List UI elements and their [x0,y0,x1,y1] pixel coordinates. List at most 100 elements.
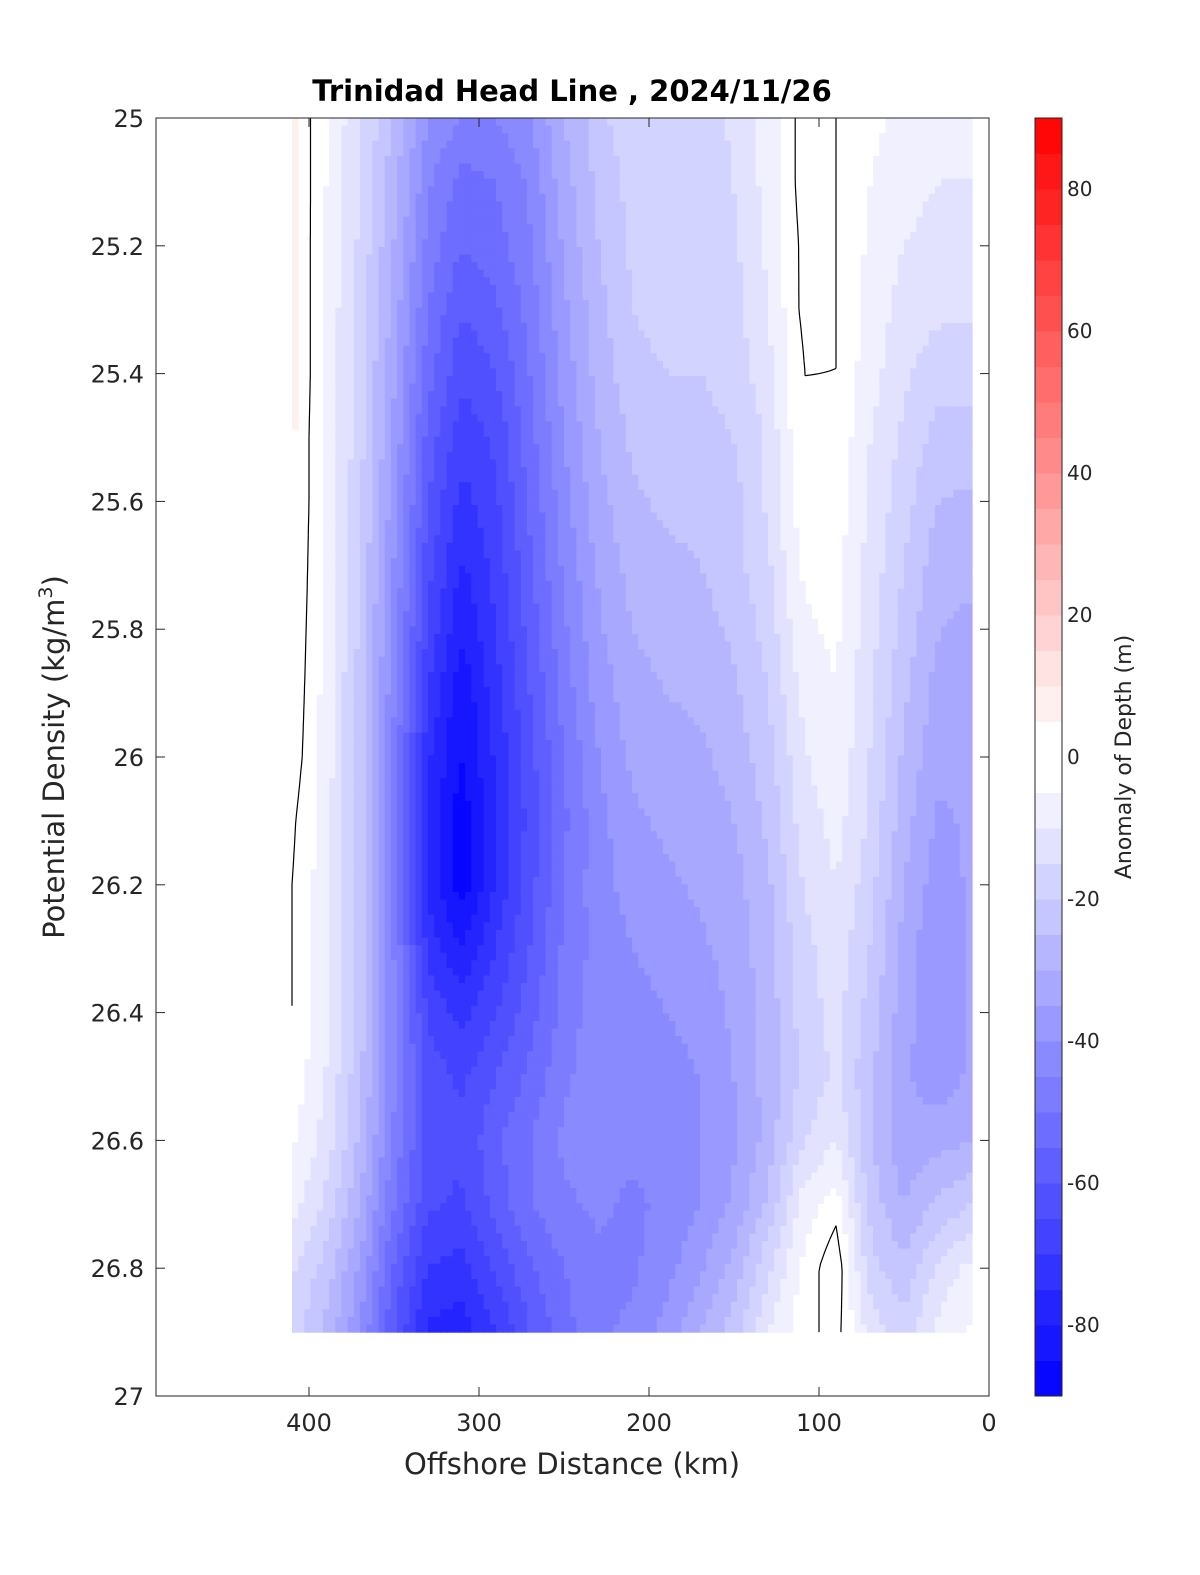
contour-cell [923,505,930,513]
contour-cell [675,232,682,240]
contour-cell [440,217,447,225]
contour-cell [385,186,392,194]
contour-cell [681,490,688,498]
contour-cell [292,262,299,270]
contour-cell [459,179,466,187]
contour-cell [428,277,435,285]
contour-cell [749,467,756,475]
contour-cell [756,133,763,141]
contour-cell [527,315,534,323]
contour-cell [638,277,645,285]
contour-cell [496,391,503,399]
contour-cell [607,239,614,247]
contour-cell [595,490,602,498]
contour-cell [879,285,886,293]
contour-cell [471,232,478,240]
contour-cell [681,353,688,361]
contour-cell [613,520,620,528]
contour-cell [651,239,658,247]
contour-cell [644,156,651,164]
contour-cell [477,482,484,490]
contour-cell [391,368,398,376]
contour-cell [669,384,676,392]
contour-cell [521,118,528,126]
contour-cell [929,201,936,209]
contour-cell [471,255,478,263]
contour-cell [712,459,719,467]
contour-cell [731,262,738,270]
contour-cell [422,126,429,134]
contour-cell [391,255,398,263]
contour-cell [527,353,534,361]
contour-cell [904,308,911,316]
contour-cell [595,300,602,308]
contour-cell [527,186,534,194]
contour-cell [669,247,676,255]
contour-cell [960,133,967,141]
contour-cell [583,505,590,513]
contour-cell [861,361,868,369]
contour-cell [725,300,732,308]
contour-cell [459,186,466,194]
contour-cell [552,118,559,126]
contour-cell [484,277,491,285]
contour-cell [521,399,528,407]
contour-cell [960,475,967,483]
contour-cell [453,459,460,467]
contour-cell [607,346,614,354]
contour-cell [879,270,886,278]
contour-cell [966,497,973,505]
contour-cell [508,171,515,179]
contour-cell [749,513,756,521]
contour-cell [885,224,892,232]
contour-cell [688,201,695,209]
contour-cell [348,270,355,278]
contour-cell [916,255,923,263]
contour-cell [533,482,540,490]
contour-cell [768,330,775,338]
contour-cell [341,141,348,149]
contour-cell [323,247,330,255]
contour-cell [434,232,441,240]
contour-cell [583,171,590,179]
contour-cell [453,118,460,126]
contour-cell [440,277,447,285]
contour-cell [885,346,892,354]
contour-cell [539,376,546,384]
contour-cell [719,406,726,414]
contour-cell [348,437,355,445]
contour-cell [892,262,899,270]
contour-cell [447,300,454,308]
contour-cell [601,384,608,392]
contour-cell [935,308,942,316]
contour-cell [533,148,540,156]
contour-cell [916,171,923,179]
contour-cell [348,490,355,498]
contour-cell [589,490,596,498]
contour-cell [292,164,299,172]
contour-cell [966,308,973,316]
contour-cell [855,414,862,422]
contour-cell [539,399,546,407]
contour-cell [651,399,658,407]
contour-cell [385,247,392,255]
contour-cell [601,399,608,407]
contour-cell [935,201,942,209]
contour-cell [731,459,738,467]
contour-cell [539,467,546,475]
contour-cell [292,201,299,209]
contour-cell [929,459,936,467]
contour-cell [904,391,911,399]
contour-cell [391,467,398,475]
contour-cell [496,300,503,308]
contour-cell [527,330,534,338]
contour-cell [428,194,435,202]
contour-cell [471,338,478,346]
contour-cell [576,133,583,141]
contour-cell [341,513,348,521]
contour-cell [916,126,923,134]
contour-cell [545,141,552,149]
contour-cell [638,444,645,452]
contour-cell [743,505,750,513]
contour-cell [521,467,528,475]
